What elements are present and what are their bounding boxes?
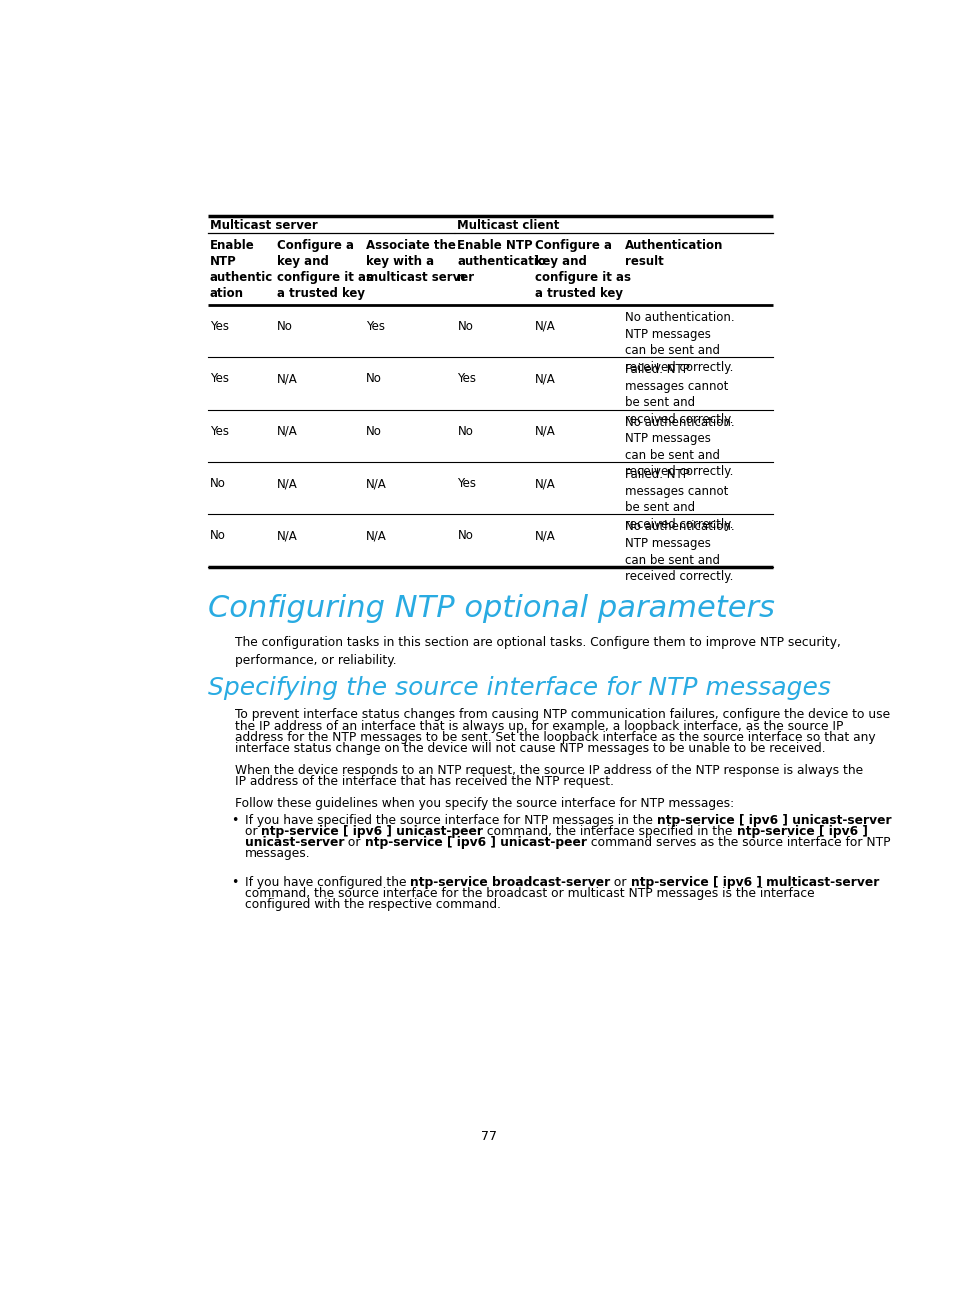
Text: 77: 77 — [480, 1130, 497, 1143]
Text: command, the interface specified in the: command, the interface specified in the — [483, 826, 736, 839]
Text: Specifying the source interface for NTP messages: Specifying the source interface for NTP … — [208, 677, 830, 700]
Text: command, the source interface for the broadcast or multicast NTP messages is the: command, the source interface for the br… — [245, 886, 814, 899]
Text: •: • — [231, 876, 238, 889]
Text: No: No — [456, 529, 473, 543]
Text: Configure a
key and
configure it as
a trusted key: Configure a key and configure it as a tr… — [535, 240, 631, 301]
Text: When the device responds to an NTP request, the source IP address of the NTP res: When the device responds to an NTP reque… — [234, 763, 862, 776]
Text: or: or — [610, 876, 630, 889]
Text: Multicast client: Multicast client — [456, 219, 559, 232]
Text: the IP address of an interface that is always up, for example, a loopback interf: the IP address of an interface that is a… — [234, 719, 842, 732]
Text: N/A: N/A — [535, 372, 556, 385]
Text: Yes: Yes — [210, 320, 229, 333]
Text: Yes: Yes — [210, 372, 229, 385]
Text: N/A: N/A — [276, 425, 297, 438]
Text: No: No — [365, 372, 381, 385]
Text: ntp-service [ ipv6 ]: ntp-service [ ipv6 ] — [736, 826, 866, 839]
Text: Failed. NTP
messages cannot
be sent and
received correctly.: Failed. NTP messages cannot be sent and … — [624, 468, 732, 530]
Text: Yes: Yes — [210, 425, 229, 438]
Text: To prevent interface status changes from causing NTP communication failures, con: To prevent interface status changes from… — [234, 709, 889, 722]
Text: Enable
NTP
authentic
ation: Enable NTP authentic ation — [210, 240, 273, 301]
Text: Associate the
key with a
multicast server: Associate the key with a multicast serve… — [365, 240, 474, 284]
Text: No authentication.
NTP messages
can be sent and
received correctly.: No authentication. NTP messages can be s… — [624, 416, 734, 478]
Text: N/A: N/A — [535, 529, 556, 543]
Text: Yes: Yes — [456, 372, 476, 385]
Text: interface status change on the device will not cause NTP messages to be unable t: interface status change on the device wi… — [234, 741, 824, 754]
Text: No authentication.
NTP messages
can be sent and
received correctly.: No authentication. NTP messages can be s… — [624, 311, 734, 373]
Text: IP address of the interface that has received the NTP request.: IP address of the interface that has rec… — [234, 775, 613, 788]
Text: or: or — [344, 836, 364, 849]
Text: No: No — [210, 529, 226, 543]
Text: command serves as the source interface for NTP: command serves as the source interface f… — [586, 836, 889, 849]
Text: Authentication
result: Authentication result — [624, 240, 722, 268]
Text: No: No — [456, 425, 473, 438]
Text: No: No — [276, 320, 293, 333]
Text: N/A: N/A — [365, 477, 386, 490]
Text: No: No — [456, 320, 473, 333]
Text: Follow these guidelines when you specify the source interface for NTP messages:: Follow these guidelines when you specify… — [234, 797, 733, 810]
Text: ntp-service [ ipv6 ] multicast-server: ntp-service [ ipv6 ] multicast-server — [630, 876, 879, 889]
Text: Configure a
key and
configure it as
a trusted key: Configure a key and configure it as a tr… — [276, 240, 373, 301]
Text: configured with the respective command.: configured with the respective command. — [245, 898, 500, 911]
Text: If you have configured the: If you have configured the — [245, 876, 410, 889]
Text: ntp-service [ ipv6 ] unicast-peer: ntp-service [ ipv6 ] unicast-peer — [364, 836, 586, 849]
Text: N/A: N/A — [276, 477, 297, 490]
Text: Yes: Yes — [456, 477, 476, 490]
Text: The configuration tasks in this section are optional tasks. Configure them to im: The configuration tasks in this section … — [234, 636, 840, 667]
Text: No: No — [365, 425, 381, 438]
Text: N/A: N/A — [365, 529, 386, 543]
Text: Multicast server: Multicast server — [210, 219, 317, 232]
Text: ntp-service [ ipv6 ] unicast-peer: ntp-service [ ipv6 ] unicast-peer — [261, 826, 483, 839]
Text: N/A: N/A — [535, 477, 556, 490]
Text: •: • — [231, 814, 238, 827]
Text: No: No — [210, 477, 226, 490]
Text: N/A: N/A — [276, 372, 297, 385]
Text: Failed. NTP
messages cannot
be sent and
received correctly.: Failed. NTP messages cannot be sent and … — [624, 363, 732, 426]
Text: Enable NTP
authenticatio
n: Enable NTP authenticatio n — [456, 240, 546, 284]
Text: If you have specified the source interface for NTP messages in the: If you have specified the source interfa… — [245, 814, 656, 827]
Text: ntp-service broadcast-server: ntp-service broadcast-server — [410, 876, 610, 889]
Text: No authentication.
NTP messages
can be sent and
received correctly.: No authentication. NTP messages can be s… — [624, 521, 734, 583]
Text: N/A: N/A — [535, 320, 556, 333]
Text: ntp-service [ ipv6 ] unicast-server: ntp-service [ ipv6 ] unicast-server — [656, 814, 890, 827]
Text: messages.: messages. — [245, 848, 310, 861]
Text: Configuring NTP optional parameters: Configuring NTP optional parameters — [208, 594, 774, 622]
Text: unicast-server: unicast-server — [245, 836, 344, 849]
Text: or: or — [245, 826, 261, 839]
Text: N/A: N/A — [276, 529, 297, 543]
Text: N/A: N/A — [535, 425, 556, 438]
Text: address for the NTP messages to be sent. Set the loopback interface as the sourc: address for the NTP messages to be sent.… — [234, 731, 875, 744]
Text: Yes: Yes — [365, 320, 384, 333]
